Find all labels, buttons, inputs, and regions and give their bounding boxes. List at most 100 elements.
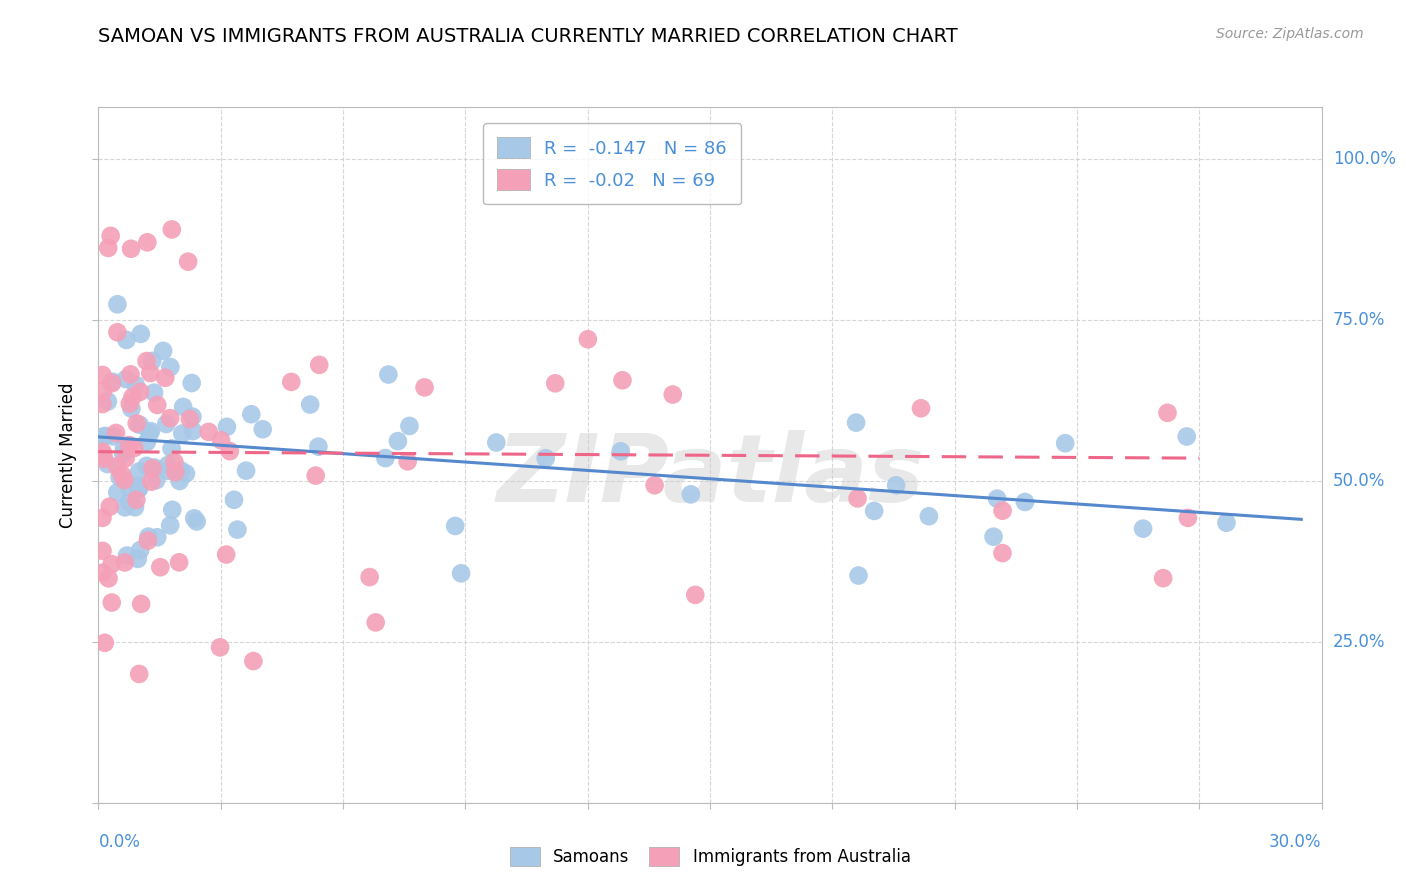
Point: [103, 429, 125, 443]
Point: [413, 380, 436, 394]
Point: [94, 636, 117, 650]
Point: [162, 503, 184, 517]
Point: [118, 495, 141, 509]
Point: [485, 435, 508, 450]
Point: [387, 434, 409, 449]
Point: [118, 397, 141, 411]
Point: [127, 483, 149, 497]
Point: [1156, 406, 1178, 420]
Point: [159, 411, 181, 425]
Point: [115, 549, 138, 563]
Point: [160, 442, 183, 456]
Point: [136, 533, 159, 548]
Point: [143, 385, 166, 400]
Point: [155, 417, 177, 431]
Point: [846, 491, 869, 506]
Point: [661, 387, 683, 401]
Point: [139, 366, 162, 380]
Point: [120, 401, 142, 416]
Point: [215, 420, 238, 434]
Point: [105, 425, 128, 440]
Point: [91, 566, 114, 580]
Point: [252, 422, 274, 436]
Point: [1132, 522, 1154, 536]
Point: [124, 377, 146, 392]
Point: [128, 481, 150, 495]
Point: [149, 560, 172, 574]
Point: [97, 394, 120, 409]
Point: [163, 455, 186, 469]
Point: [146, 530, 169, 544]
Point: [181, 409, 204, 424]
Y-axis label: Currently Married: Currently Married: [59, 382, 77, 528]
Point: [128, 667, 150, 681]
Point: [983, 530, 1005, 544]
Point: [534, 451, 557, 466]
Point: [377, 368, 399, 382]
Point: [215, 548, 238, 562]
Point: [129, 543, 152, 558]
Point: [112, 447, 135, 461]
Point: [155, 371, 177, 385]
Point: [169, 474, 191, 488]
Point: [93, 452, 115, 467]
Text: 25.0%: 25.0%: [1333, 632, 1385, 651]
Point: [174, 467, 197, 481]
Point: [139, 424, 162, 438]
Point: [124, 500, 146, 515]
Point: [128, 465, 150, 479]
Point: [183, 511, 205, 525]
Point: [235, 464, 257, 478]
Point: [125, 417, 148, 431]
Point: [145, 473, 167, 487]
Point: [108, 470, 131, 484]
Point: [299, 398, 322, 412]
Text: 30.0%: 30.0%: [1270, 833, 1322, 851]
Point: [91, 384, 114, 399]
Point: [112, 473, 135, 487]
Point: [209, 640, 232, 655]
Point: [100, 557, 122, 571]
Point: [609, 444, 631, 458]
Point: [179, 412, 201, 426]
Point: [172, 400, 194, 414]
Point: [160, 222, 183, 236]
Point: [157, 458, 180, 472]
Point: [114, 451, 136, 466]
Point: [209, 434, 232, 448]
Point: [114, 556, 136, 570]
Point: [91, 397, 114, 411]
Point: [307, 440, 329, 454]
Point: [118, 481, 141, 495]
Point: [101, 375, 124, 389]
Point: [107, 297, 129, 311]
Point: [1177, 511, 1199, 525]
Point: [100, 595, 122, 609]
Point: [96, 457, 118, 471]
Legend: Samoans, Immigrants from Australia: Samoans, Immigrants from Australia: [501, 838, 920, 874]
Point: [167, 555, 190, 569]
Point: [848, 568, 870, 582]
Point: [146, 398, 169, 412]
Point: [115, 333, 138, 347]
Text: 75.0%: 75.0%: [1333, 310, 1385, 328]
Point: [444, 519, 467, 533]
Point: [105, 485, 128, 500]
Point: [308, 358, 330, 372]
Point: [679, 487, 702, 501]
Point: [165, 465, 187, 479]
Point: [101, 376, 124, 391]
Point: [91, 368, 114, 382]
Point: [986, 491, 1008, 506]
Point: [91, 511, 114, 525]
Point: [141, 475, 163, 489]
Point: [128, 417, 150, 432]
Point: [576, 332, 599, 346]
Point: [91, 444, 114, 458]
Point: [364, 615, 387, 630]
Point: [170, 463, 193, 477]
Point: [683, 588, 706, 602]
Point: [125, 492, 148, 507]
Point: [122, 441, 145, 455]
Point: [105, 325, 128, 339]
